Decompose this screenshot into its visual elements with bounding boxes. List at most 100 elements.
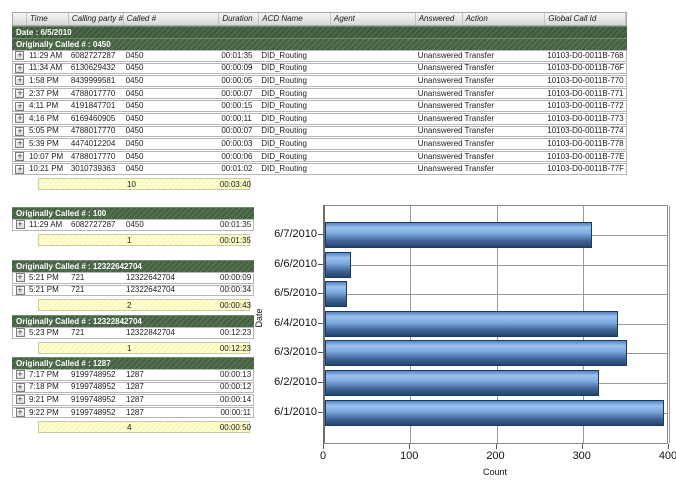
table-row: +10:21 PM 3010739363 0450 00:01:02 DID_Routi… <box>12 163 627 175</box>
chart-bar <box>325 281 347 308</box>
cell-called: 1287 <box>126 394 144 404</box>
called-group-header: Originally Called # : 12322842704 <box>12 315 254 327</box>
expand-row-icon[interactable]: + <box>15 63 25 73</box>
cell-called: 12322642704 <box>126 285 175 295</box>
expand-row-icon[interactable]: + <box>15 370 25 380</box>
summary-total-duration: 00:00:43 <box>219 301 251 311</box>
called-group-header: Originally Called # : 0450 <box>12 38 627 50</box>
expand-row-icon[interactable]: + <box>15 395 25 405</box>
column-header-global-call-id[interactable]: Global Call Id <box>545 13 627 25</box>
column-header-action[interactable]: Action <box>463 13 546 25</box>
expand-cell: + <box>13 164 27 174</box>
chart-plot-area <box>323 205 670 444</box>
summary-total-duration: 00:03:40 <box>219 179 251 189</box>
cell-action: Transfer <box>464 50 495 60</box>
cell-time: 7:17 PM <box>29 369 59 379</box>
cell-global-call-id: 10103-D0-0011B-77E <box>547 151 625 161</box>
cell-called: 0450 <box>125 50 144 60</box>
chart-bar <box>325 251 351 278</box>
cell-calling-party: 8439999581 <box>70 75 116 85</box>
expand-row-icon[interactable]: + <box>15 76 25 86</box>
cell-time: 9:22 PM <box>29 407 59 417</box>
expand-row-icon[interactable]: + <box>15 408 25 418</box>
y-axis-tick-label: 6/2/2010 <box>274 376 317 388</box>
cell-action: Transfer <box>464 164 495 174</box>
chart-bar <box>325 399 664 426</box>
expand-row-icon[interactable]: + <box>15 126 25 136</box>
cell-duration: 00:00:09 <box>221 63 253 73</box>
summary-count: 4 <box>127 423 132 433</box>
cell-global-call-id: 10103-D0-0011B-774 <box>547 126 624 136</box>
cell-calling-party: 9199748952 <box>71 382 116 392</box>
cell-called: 0450 <box>125 88 144 98</box>
cell-calling-party: 6082727287 <box>70 50 116 60</box>
cell-called: 0450 <box>125 164 144 174</box>
column-header-calling-party[interactable]: Calling party # <box>69 13 124 25</box>
cell-acd-name: DID_Routing <box>261 138 308 148</box>
group-summary-row: 1 00:01:35 <box>38 233 251 246</box>
summary-count: 10 <box>127 179 136 189</box>
table-row: +1:58 PM 8439999581 0450 00:00:05 DID_Routin… <box>12 75 627 87</box>
expand-row-icon[interactable]: + <box>15 101 25 111</box>
expand-cell: + <box>13 408 27 418</box>
x-axis-tick-label: 200 <box>486 450 505 462</box>
expand-row-icon[interactable]: + <box>15 285 25 295</box>
table-row: +7:18 PM 9199748952 1287 00:00:12 <box>12 381 254 394</box>
cell-duration: 00:00:05 <box>221 75 253 85</box>
expand-row-icon[interactable]: + <box>15 139 25 149</box>
summary-total-duration: 00:01:35 <box>219 235 251 245</box>
expand-row-icon[interactable]: + <box>15 382 25 392</box>
expand-cell: + <box>13 63 27 73</box>
cell-called: 0450 <box>125 138 144 148</box>
cell-answered: Unanswered <box>417 75 463 85</box>
cell-called: 1287 <box>126 382 144 392</box>
expand-row-icon[interactable]: + <box>15 328 25 338</box>
cell-time: 4:16 PM <box>28 113 59 123</box>
column-header-answered[interactable]: Answered <box>416 13 463 25</box>
cell-called: 0450 <box>125 101 144 111</box>
cell-called: 1287 <box>126 407 144 417</box>
column-header-called[interactable]: Called # <box>124 13 220 25</box>
cell-acd-name: DID_Routing <box>261 63 308 73</box>
cell-calling-party: 4474012204 <box>70 138 116 148</box>
column-header-duration[interactable]: Duration <box>219 13 260 25</box>
cell-calling-party: 721 <box>71 285 85 295</box>
x-axis-tick-label: 300 <box>572 450 591 462</box>
horizontal-gridline <box>325 264 667 266</box>
cell-calling-party: 721 <box>71 327 85 337</box>
cell-acd-name: DID_Routing <box>261 151 308 161</box>
cell-calling-party: 6082727287 <box>71 219 116 229</box>
cell-action: Transfer <box>464 126 495 136</box>
cell-time: 10:07 PM <box>28 151 64 161</box>
y-axis-tick-label: 6/5/2010 <box>274 287 317 300</box>
expand-row-icon[interactable]: + <box>15 220 25 230</box>
table-row: +2:37 PM 4788017770 0450 00:00:07 DID_Routin… <box>12 87 627 100</box>
cell-global-call-id: 10103-D0-0011B-771 <box>547 88 624 98</box>
cell-duration: 00:01:02 <box>221 164 253 174</box>
x-axis-tick-mark <box>323 444 324 449</box>
summary-total-duration: 00:00:50 <box>219 423 251 433</box>
cell-action: Transfer <box>464 88 495 98</box>
y-axis-tick-mark <box>318 411 323 413</box>
expand-row-icon[interactable]: + <box>15 164 25 174</box>
table-body: +11:29 AM 6082727287 0450 00:01:35 DID_Routi… <box>12 50 627 175</box>
table-row: +9:21 PM 9199748952 1287 00:00:14 <box>12 394 254 406</box>
cell-time: 11:29 AM <box>28 50 63 60</box>
date-group-header: Date : 6/5/2010 <box>12 26 627 38</box>
column-header-expand[interactable] <box>13 13 27 25</box>
expand-row-icon[interactable]: + <box>15 273 25 283</box>
x-axis-tick-label: 400 <box>658 450 676 462</box>
expand-row-icon[interactable]: + <box>15 89 25 99</box>
column-header-acd-name[interactable]: ACD Name <box>259 13 331 25</box>
y-axis-tick-label: 6/6/2010 <box>274 257 317 270</box>
cell-calling-party: 6169460905 <box>70 113 116 123</box>
cell-time: 1:58 PM <box>28 75 59 85</box>
expand-row-icon[interactable]: + <box>15 114 25 124</box>
cell-acd-name: DID_Routing <box>261 164 308 174</box>
summary-total-duration: 00:12:23 <box>219 343 251 353</box>
expand-row-icon[interactable]: + <box>15 51 25 61</box>
expand-row-icon[interactable]: + <box>15 152 25 162</box>
cell-acd-name: DID_Routing <box>261 88 308 98</box>
column-header-time[interactable]: Time <box>27 13 69 25</box>
column-header-agent[interactable]: Agent <box>331 13 416 25</box>
